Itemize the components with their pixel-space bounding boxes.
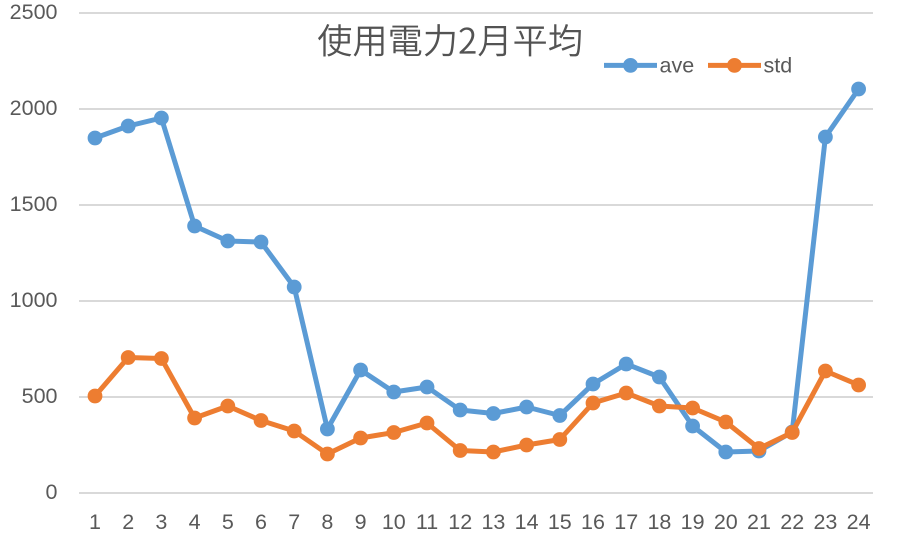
svg-text:13: 13 xyxy=(481,510,505,534)
svg-text:23: 23 xyxy=(813,510,837,534)
svg-text:5: 5 xyxy=(222,510,234,534)
svg-text:17: 17 xyxy=(614,510,638,534)
svg-text:2: 2 xyxy=(122,510,134,534)
svg-text:6: 6 xyxy=(255,510,267,534)
svg-text:8: 8 xyxy=(321,510,333,534)
svg-text:20: 20 xyxy=(714,510,738,534)
svg-text:9: 9 xyxy=(355,510,367,534)
svg-text:24: 24 xyxy=(847,510,871,534)
svg-text:4: 4 xyxy=(189,510,201,534)
svg-text:std: std xyxy=(764,54,793,78)
svg-text:15: 15 xyxy=(548,510,572,534)
svg-text:21: 21 xyxy=(747,510,771,534)
svg-text:1: 1 xyxy=(89,510,101,534)
svg-text:0: 0 xyxy=(46,480,58,504)
svg-text:2000: 2000 xyxy=(10,96,58,120)
svg-text:ave: ave xyxy=(660,54,695,78)
svg-text:22: 22 xyxy=(780,510,804,534)
svg-text:12: 12 xyxy=(448,510,472,534)
svg-text:1500: 1500 xyxy=(10,192,58,216)
svg-text:10: 10 xyxy=(382,510,406,534)
svg-text:1000: 1000 xyxy=(10,288,58,312)
svg-text:18: 18 xyxy=(647,510,671,534)
svg-text:2500: 2500 xyxy=(10,0,58,24)
svg-text:3: 3 xyxy=(155,510,167,534)
svg-text:500: 500 xyxy=(22,384,58,408)
svg-text:19: 19 xyxy=(681,510,705,534)
svg-text:11: 11 xyxy=(416,510,438,534)
svg-text:14: 14 xyxy=(515,510,539,534)
svg-text:7: 7 xyxy=(288,510,300,534)
svg-text:16: 16 xyxy=(581,510,605,534)
